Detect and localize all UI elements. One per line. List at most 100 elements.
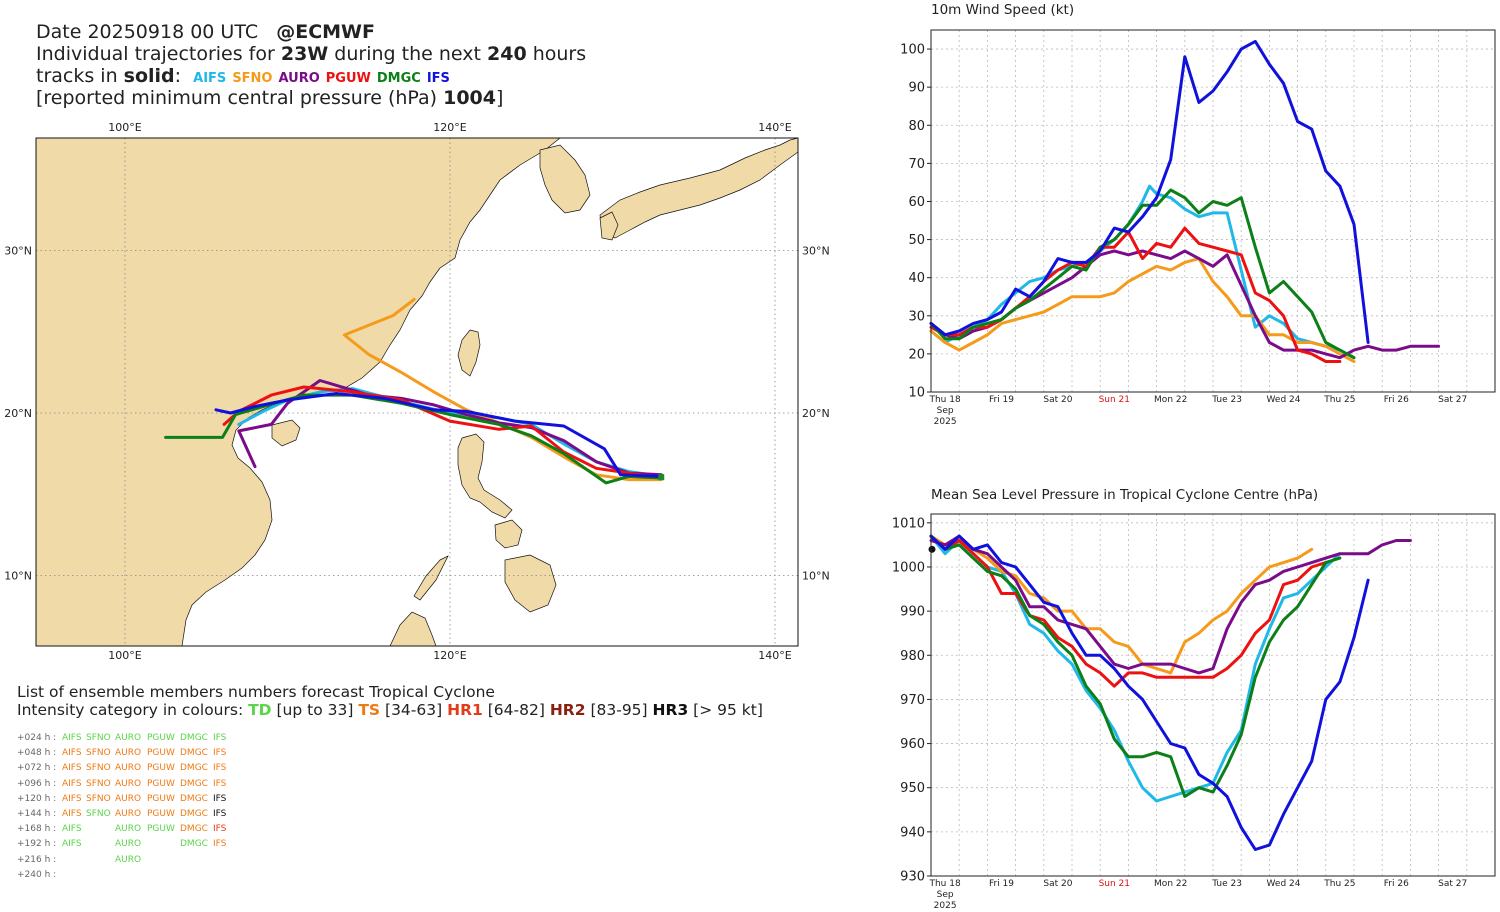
lat-label-left-30: 30°N [4,245,32,258]
category-hr1: HR1 [447,701,483,719]
member-pguw: PGUW [147,763,175,774]
x-tick-label: Mon 22 [1154,395,1187,405]
x-tick-label: Sun 21 [1099,395,1130,405]
member-pguw: PGUW [147,778,175,789]
x-tick-label: Thu 25 [1323,395,1355,405]
y-tick-label: 990 [900,605,925,620]
member-ifs: IFS [213,748,227,759]
pressure-prefix: [reported minimum central pressure (hPa) [36,87,444,109]
member-dmgc: DMGC [180,763,208,774]
member-dmgc: DMGC [180,733,208,743]
lead-time-label: +168 h : [17,824,57,835]
y-tick-label: 90 [908,81,925,96]
category-range-ts: [34-63] [385,701,443,719]
pressure-plot-frame [930,513,1496,877]
x-tick-label: Fri 19 [989,395,1014,405]
forecast-hours: 240 [487,43,527,65]
member-sfno: SFNO [86,763,111,774]
lon-label-bottom-100: 100°E [108,649,141,662]
x-tick-label: Mon 22 [1154,879,1187,889]
land-mindanao [504,554,557,613]
y-tick-label: 50 [908,233,925,248]
category-range-hr1: [64-82] [487,701,545,719]
map-frame [35,137,799,647]
lead-time-label: +048 h : [17,748,57,759]
member-sfno: SFNO [86,793,111,804]
track-ifs [214,392,663,478]
model-legend-aifs: AIFS [193,71,227,86]
intensity-legend: Intensity category in colours: TD [up to… [17,701,763,719]
reported-pressure: 1004 [443,87,496,109]
category-legend: TD [up to 33] TS [34-63] HR1 [64-82] HR2… [248,701,763,719]
member-ifs: IFS [213,763,227,774]
x-tick-label: Thu 18 [928,879,960,889]
model-legend-sfno: SFNO [232,71,273,86]
reported-pressure-point [928,545,936,553]
lead-time-label: +120 h : [17,793,57,804]
member-auro: AURO [115,778,142,789]
y-tick-label: 60 [908,195,925,210]
pressure-suffix: ] [496,87,504,109]
title-suffix: hours [526,43,587,65]
member-dmgc: DMGC [180,778,208,789]
lead-time-label: +024 h : [17,733,57,743]
x-tick-label: Sun 21 [1099,879,1130,889]
member-aifs: AIFS [62,824,82,835]
land-areas [36,138,798,646]
tracks-colon: : [174,65,182,87]
x-tick-label: Sat 20 [1043,879,1072,889]
pressure-series-pguw [929,534,1328,688]
member-auro: AURO [115,839,142,850]
y-tick-label: 960 [900,737,925,752]
x-tick-label: Fri 26 [1384,879,1409,889]
y-tick-label: 80 [908,119,925,134]
x-tick-label: Wed 24 [1267,879,1301,889]
lat-label-right-20: 20°N [802,407,830,420]
member-sfno: SFNO [86,733,111,743]
y-tick-label: 40 [908,271,925,286]
y-tick-label: 70 [908,157,925,172]
land-palawan [413,555,449,601]
y-tick-label: 940 [900,825,925,840]
y-tick-label: 20 [908,347,925,362]
x-tick-month: Sep [937,406,954,416]
member-ifs: IFS [213,733,227,743]
model-legend-ifs: IFS [426,71,450,86]
lon-label-bottom-120: 120°E [433,649,466,662]
lead-time-label: +192 h : [17,839,57,850]
member-dmgc: DMGC [180,839,208,850]
member-auro: AURO [115,733,142,743]
model-legend-auro: AURO [278,71,320,86]
pressure-series-sfno [929,534,1314,675]
intensity-list-header: List of ensemble members numbers forecas… [17,683,763,719]
land-visayas [494,519,523,549]
date-text: Date 20250918 00 UTC [36,21,259,43]
member-auro: AURO [115,808,142,819]
track-pguw [222,385,663,480]
member-ifs: IFS [213,793,227,804]
member-auro: AURO [115,763,142,774]
category-range-hr3: [> 95 kt] [693,701,763,719]
y-tick-label: 1010 [892,516,925,531]
x-tick-year: 2025 [934,417,957,427]
land-korea [539,144,591,214]
category-ts: TS [358,701,381,719]
member-dmgc: DMGC [180,748,208,759]
pressure-series-ifs [929,534,1370,851]
header-line-1: Date 20250918 00 UTC @ECMWF [36,21,375,43]
lon-label-top-100: 100°E [108,121,141,134]
y-tick-label: 30 [908,309,925,324]
map-gridlines [36,138,798,646]
member-ifs: IFS [213,778,227,789]
header-line-4: [reported minimum central pressure (hPa)… [36,87,503,109]
model-legend: AIFS SFNO AURO PGUW DMGC IFS [193,65,456,87]
wind-series-sfno [929,257,1356,363]
member-aifs: AIFS [62,808,82,819]
wind-series-aifs [929,184,1356,360]
lead-time-label: +096 h : [17,778,57,789]
land-japan [599,138,798,239]
x-tick-label: Thu 18 [928,395,960,405]
wind-series-dmgc [929,188,1356,360]
member-aifs: AIFS [62,748,82,759]
